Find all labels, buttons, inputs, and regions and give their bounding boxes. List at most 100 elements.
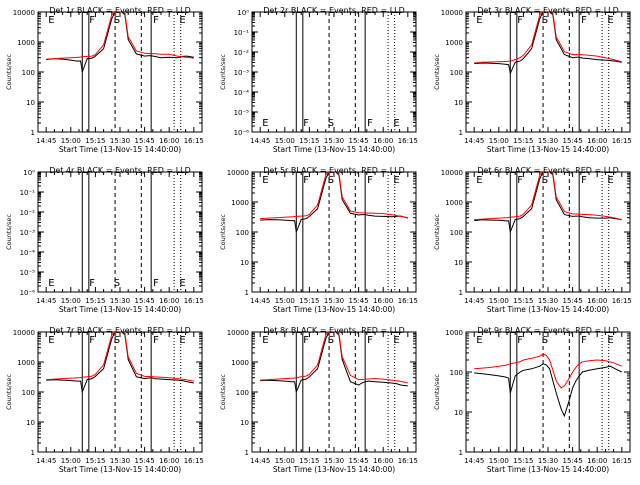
y-tick-label: 1	[459, 449, 463, 457]
phase-marker-label: F	[89, 278, 95, 289]
x-tick-label: 14:45	[464, 457, 484, 465]
x-tick-label: 15:30	[110, 297, 130, 305]
y-tick-label: 10000	[227, 329, 249, 337]
y-tick-label: 10⁰	[237, 9, 249, 17]
x-axis-label: Start Time (13-Nov-15 14:40:00)	[59, 145, 181, 154]
phase-marker-label: F	[303, 118, 309, 129]
phase-marker-label: E	[393, 335, 399, 346]
x-tick-label: 15:15	[513, 457, 533, 465]
y-tick-label: 1	[245, 289, 249, 297]
phase-marker-label: S	[114, 335, 120, 346]
phase-marker-label: F	[517, 175, 523, 186]
chart-frame	[465, 331, 631, 453]
phase-marker-label: F	[517, 335, 523, 346]
x-tick-label: 15:30	[538, 137, 558, 145]
x-tick-label: 16:15	[612, 457, 632, 465]
phase-marker-label: F	[367, 335, 373, 346]
x-tick-label: 15:00	[275, 137, 295, 145]
phase-marker-label: F	[303, 335, 309, 346]
x-tick-label: 16:00	[159, 297, 179, 305]
y-tick-label: 10000	[441, 9, 463, 17]
x-tick-label: 14:45	[36, 457, 56, 465]
y-axis-label: Counts/sec	[433, 214, 441, 250]
y-tick-label: 1000	[17, 359, 35, 367]
x-tick-label: 15:15	[299, 457, 319, 465]
phase-marker-label: E	[48, 15, 54, 26]
x-tick-label: 16:00	[159, 137, 179, 145]
y-tick-label: 1	[245, 449, 249, 457]
phase-marker-label: E	[262, 335, 268, 346]
y-tick-label: 10⁻⁶	[20, 289, 36, 297]
y-tick-label: 1000	[231, 359, 249, 367]
x-tick-label: 14:45	[464, 297, 484, 305]
phase-marker-label: S	[328, 175, 334, 186]
x-tick-label: 15:00	[275, 297, 295, 305]
y-axis-label: Counts/sec	[5, 214, 13, 250]
chart-panel-det8: 1 10 100 1000 10000 14:45 15:00 15:15 15:30 15:45…	[219, 326, 418, 474]
y-tick-label: 10⁻²	[234, 49, 250, 57]
phase-marker-label: F	[153, 278, 159, 289]
x-axis-label: Start Time (13-Nov-15 14:40:00)	[59, 305, 181, 314]
chart-title: Det 2r BLACK = Events, RED = LLD	[263, 6, 405, 15]
y-tick-label: 10⁻³	[20, 229, 36, 237]
x-tick-label: 16:00	[587, 137, 607, 145]
phase-marker-label: E	[476, 15, 482, 26]
chart-series-group	[260, 172, 408, 234]
chart-frame	[251, 11, 417, 133]
series-line-events	[260, 172, 408, 234]
y-tick-label: 10	[26, 419, 35, 427]
phase-marker-label: E	[607, 175, 613, 186]
y-tick-label: 1000	[17, 39, 35, 47]
x-tick-label: 15:15	[299, 137, 319, 145]
chart-title: Det 3r BLACK = Events, RED = LLD	[477, 6, 619, 15]
x-axis-label: Start Time (13-Nov-15 14:40:00)	[487, 465, 609, 474]
y-tick-label: 10⁻⁵	[234, 109, 250, 117]
x-tick-label: 15:00	[489, 137, 509, 145]
y-tick-label: 10000	[227, 169, 249, 177]
x-tick-label: 16:00	[373, 297, 393, 305]
series-line-lld	[46, 12, 194, 60]
x-tick-label: 15:45	[349, 457, 369, 465]
y-tick-label: 10	[454, 409, 463, 417]
x-tick-label: 15:00	[61, 457, 81, 465]
phase-marker-label: F	[517, 15, 523, 26]
chart-panel-det9: 1 10 100 1000 14:45 15:00 15:15 15:30 15:45 16:00…	[433, 326, 632, 474]
x-tick-label: 16:00	[373, 457, 393, 465]
y-tick-label: 1000	[445, 39, 463, 47]
y-tick-label: 10000	[441, 169, 463, 177]
phase-marker-label: F	[367, 175, 373, 186]
chart-frame	[37, 11, 203, 133]
phase-marker-label: F	[581, 175, 587, 186]
series-line-events	[474, 12, 622, 76]
series-line-events	[46, 12, 194, 73]
x-tick-label: 15:15	[85, 297, 105, 305]
y-tick-label: 10⁻¹	[234, 29, 250, 37]
chart-series-group	[260, 332, 408, 394]
x-tick-label: 15:45	[563, 137, 583, 145]
phase-marker-label: S	[542, 335, 548, 346]
chart-frame	[465, 171, 631, 293]
x-tick-label: 15:15	[299, 297, 319, 305]
series-line-events	[474, 363, 623, 418]
x-tick-label: 16:15	[184, 297, 204, 305]
y-tick-label: 100	[236, 229, 249, 237]
chart-title: Det 6r BLACK = Events, RED = LLD	[477, 166, 619, 175]
chart-series-group	[46, 332, 194, 394]
x-tick-label: 15:15	[85, 137, 105, 145]
x-tick-label: 15:30	[110, 137, 130, 145]
y-tick-label: 10	[454, 259, 463, 267]
chart-title: Det 9r BLACK = Events, RED = LLD	[477, 326, 619, 335]
y-tick-label: 100	[450, 369, 463, 377]
chart-panel-det3: 1 10 100 1000 10000 14:45 15:00 15:15 15:30 15:45…	[433, 6, 632, 154]
y-tick-label: 10	[240, 419, 249, 427]
series-line-events	[260, 332, 408, 394]
x-tick-label: 15:45	[135, 297, 155, 305]
x-tick-label: 14:45	[36, 137, 56, 145]
phase-marker-label: F	[367, 118, 373, 129]
x-axis-label: Start Time (13-Nov-15 14:40:00)	[487, 145, 609, 154]
y-tick-label: 1000	[445, 199, 463, 207]
y-tick-label: 10⁻⁴	[234, 89, 250, 97]
y-axis-label: Counts/sec	[433, 54, 441, 90]
